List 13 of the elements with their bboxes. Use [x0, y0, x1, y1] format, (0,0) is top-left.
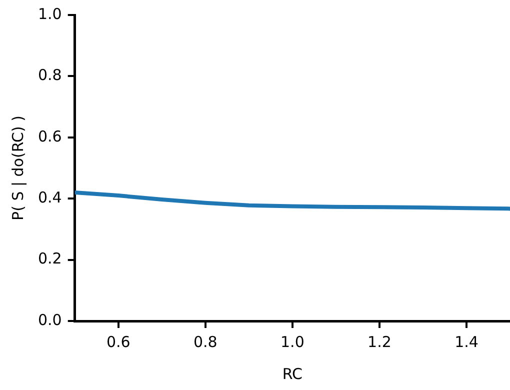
x-tick-label: 1.2 [368, 332, 392, 351]
y-tick-label: 0.2 [38, 250, 62, 268]
x-tick-label: 1.4 [454, 332, 478, 351]
x-axis-title: RC [282, 364, 303, 383]
y-tick-label: 1.0 [38, 4, 62, 23]
x-tick-label: 0.8 [193, 332, 218, 351]
y-tick-label: 0.8 [38, 66, 62, 84]
y-tick-label: 0.4 [38, 188, 62, 206]
y-tick-label: 0.0 [38, 310, 62, 329]
x-tick-label: 0.6 [106, 332, 130, 351]
y-axis-title: P( S | do(RC) ) [8, 116, 27, 220]
x-tick-label: 1.0 [280, 332, 304, 351]
y-tick-label: 0.6 [38, 127, 62, 146]
